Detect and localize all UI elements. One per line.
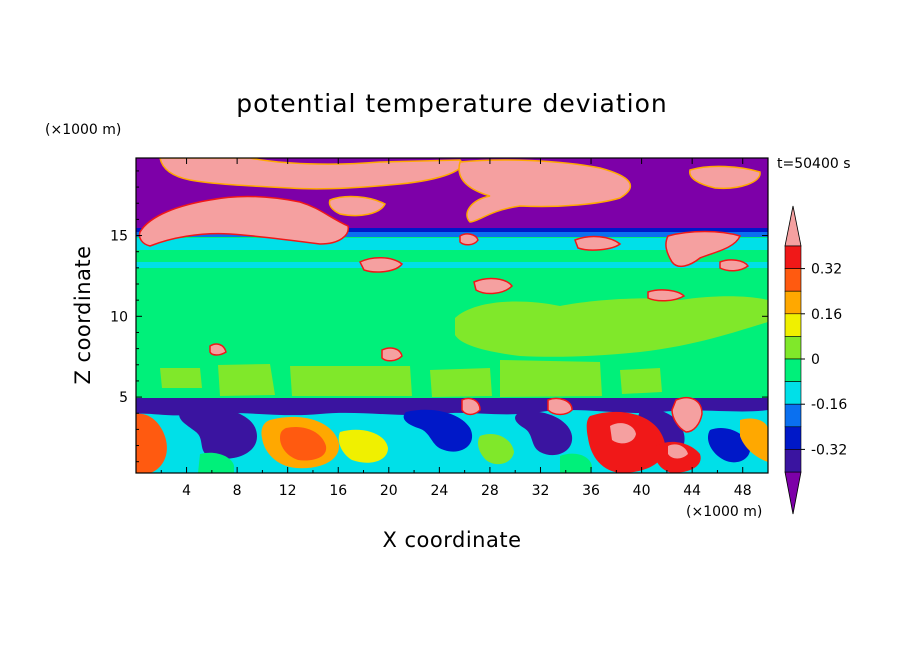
field-region-weak-positive [740, 418, 768, 462]
x-tick-label: 36 [582, 483, 600, 499]
field-region-strong-positive [381, 347, 403, 362]
y-tick-label: 5 [119, 390, 128, 406]
field-region-strong-positive [358, 257, 404, 273]
colorbar-bottom-triangle [784, 471, 802, 515]
y-axis-label: Z coordinate [71, 245, 95, 384]
field-region-positive [280, 426, 327, 461]
colorbar-swatch [784, 268, 802, 292]
field-region-weak-positive [560, 453, 592, 473]
x-tick-label: 24 [430, 483, 448, 499]
colorbar-swatch [784, 358, 802, 382]
colorbar-tick-label: -0.16 [811, 397, 847, 413]
x-axis-label: X coordinate [382, 528, 521, 552]
colorbar-swatch [784, 403, 802, 428]
x-tick-label: 4 [182, 483, 191, 499]
field-region-weak-positive [430, 368, 492, 397]
field-region-positive [136, 413, 167, 473]
field-region-weak-positive [198, 452, 234, 473]
x-tick-label: 40 [633, 483, 651, 499]
x-tick-label: 44 [683, 483, 701, 499]
heatmap-field [136, 158, 768, 473]
x-tick-label: 8 [233, 483, 242, 499]
field-region-weak-positive [478, 433, 514, 465]
field-region-strong-positive [689, 165, 761, 190]
x-tick-label: 32 [532, 483, 550, 499]
field-region-strong-positive [668, 444, 688, 459]
field-region-negative [707, 427, 751, 463]
colorbar-top-triangle [784, 205, 802, 247]
x-tick-label: 28 [481, 483, 499, 499]
colorbar-swatch [784, 290, 802, 315]
time-label: t=50400 s [777, 156, 851, 172]
field-region-strong-positive [209, 343, 227, 356]
field-region-strong-positive [138, 195, 349, 247]
field-region-negative [179, 406, 257, 459]
field-region-strong-positive [547, 397, 573, 416]
field-region-strong-positive [159, 158, 463, 190]
colorbar: 0.32 0.16 0 -0.16 -0.32 [784, 205, 847, 515]
x-tick-label: 48 [734, 483, 752, 499]
field-region-weak-positive [500, 360, 602, 397]
colorbar-tick-label: 0 [811, 352, 820, 368]
field-region-weak-positive [620, 368, 662, 394]
field-region-strong-positive [461, 397, 481, 416]
field-region-weak-positive [338, 429, 388, 463]
x-tick-label: 16 [329, 483, 347, 499]
field-region-weak-negative [136, 232, 768, 237]
field-region-strong-positive [459, 233, 479, 246]
x-axis: 4 8 12 16 20 24 28 32 36 40 44 48 [160, 158, 752, 499]
field-region-strong-positive [458, 159, 632, 223]
x-tick-label: 12 [279, 483, 297, 499]
field-region-strong-positive [665, 230, 742, 268]
plot-frame [135, 157, 769, 474]
chart-title: potential temperature deviation [236, 89, 667, 118]
colorbar-tick-label: 0.32 [811, 262, 842, 278]
field-region-strong-positive [647, 289, 686, 302]
field-region-weak-positive [218, 364, 275, 396]
field-region-strong-positive [719, 259, 750, 272]
field-region-negative [403, 409, 473, 452]
field-region-negative [136, 228, 768, 232]
field-region-weak-positive [160, 368, 202, 388]
colorbar-swatch [784, 449, 802, 473]
y-tick-label: 10 [110, 309, 128, 325]
colorbar-swatch [784, 426, 802, 450]
field-region-strong-positive [610, 423, 636, 444]
x-axis-unit: (×1000 m) [686, 504, 762, 520]
colorbar-tick-label: 0.16 [811, 307, 842, 323]
field-region-negative [136, 398, 768, 416]
colorbar-swatch [784, 245, 802, 269]
field-region-strong-positive [574, 235, 622, 251]
field-region-weak-positive [455, 296, 768, 357]
field-region-negative [515, 411, 573, 456]
y-axis-unit: (×1000 m) [45, 122, 121, 138]
field-region-weak-positive [290, 366, 412, 396]
y-axis: 5 10 15 [110, 170, 768, 463]
y-tick-label: 15 [110, 229, 128, 245]
field-region-strong-positive [473, 277, 513, 295]
field-region-strong-positive [671, 396, 703, 433]
colorbar-tick-label: -0.32 [811, 442, 847, 458]
field-region-strong-positive [328, 195, 386, 217]
field-region-weak-negative [136, 262, 768, 268]
colorbar-swatch [784, 336, 802, 360]
colorbar-swatch [784, 313, 802, 337]
x-tick-label: 20 [380, 483, 398, 499]
colorbar-swatch [784, 381, 802, 405]
